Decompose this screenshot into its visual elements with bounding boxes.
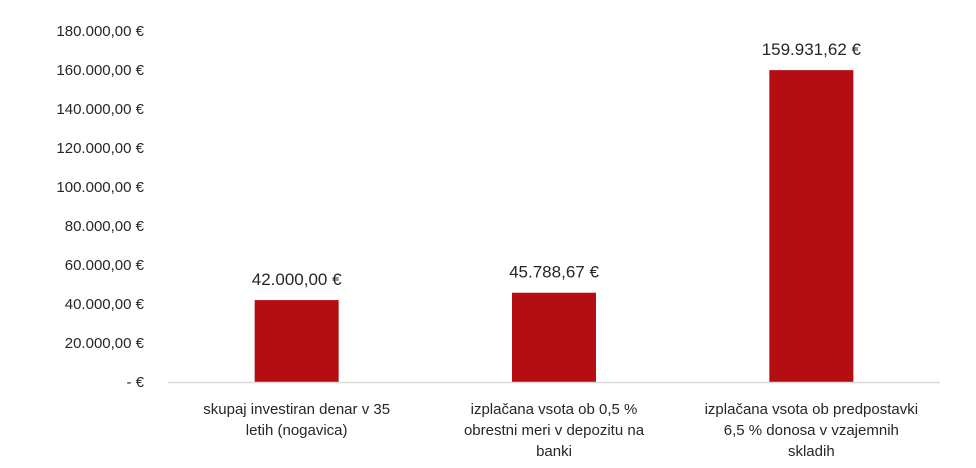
y-tick-label: 120.000,00 € [56,140,144,157]
category-label-line: skupaj investiran denar v 35 [203,401,390,418]
data-label: 45.788,67 € [509,263,599,282]
y-tick-label: 60.000,00 € [65,257,145,274]
bar [254,300,339,382]
category-label-line: letih (nogavica) [246,422,348,439]
category-label-line: izplačana vsota ob predpostavki [705,401,918,418]
category-label: skupaj investiran denar v 35 letih (nogav… [203,401,390,439]
x-axis: skupaj investiran denar v 35 letih (nogav… [168,381,940,460]
category-label-line: 6,5 % donosa v vzajemnih [724,422,899,439]
bar [512,292,596,382]
bars [254,70,854,383]
data-label: 42.000,00 € [252,270,342,289]
bar [769,70,854,383]
y-tick-label: 80.000,00 € [65,218,145,235]
category-label: izplačana vsota ob 0,5 % obrestni meri v … [464,401,645,460]
y-tick-label: 160.000,00 € [56,62,144,79]
y-tick-label: 140.000,00 € [56,101,144,118]
category-label-line: skladih [788,443,835,460]
data-labels: 42.000,00 € 45.788,67 € 159.931,62 € [252,40,862,289]
y-tick-label: 100.000,00 € [56,179,144,196]
y-tick-label: 180.000,00 € [56,23,144,40]
y-tick-label: 20.000,00 € [65,335,145,352]
category-label: izplačana vsota ob predpostavki 6,5 % don… [705,401,918,460]
y-axis: - € 20.000,00 € 40.000,00 € 60.000,00 € 80.0… [56,23,144,391]
y-tick-label: 40.000,00 € [65,296,145,313]
y-tick-label: - € [126,374,144,391]
category-label-line: banki [536,443,572,460]
category-label-line: izplačana vsota ob 0,5 % [471,401,638,418]
data-label: 159.931,62 € [762,40,862,59]
category-label-line: obrestni meri v depozitu na [464,422,645,439]
